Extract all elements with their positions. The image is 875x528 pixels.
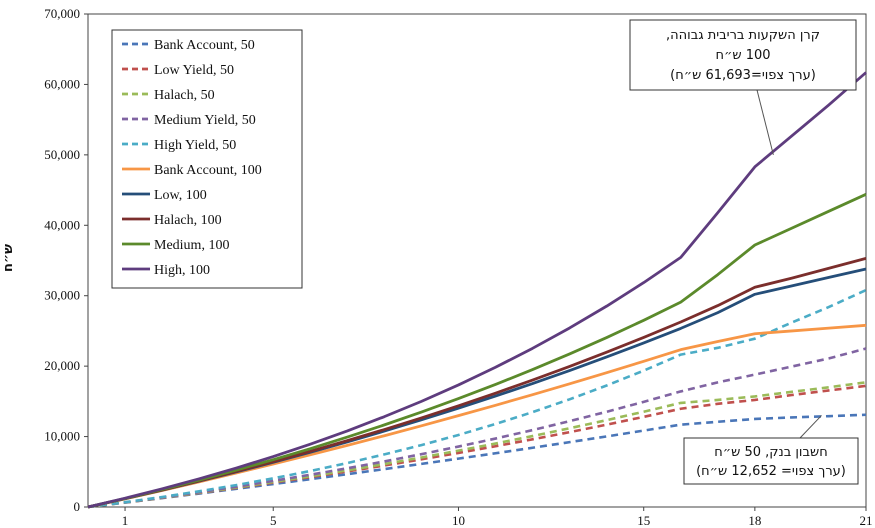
legend-label: Medium Yield, 50 — [154, 113, 256, 128]
legend-label: Halach, 100 — [154, 213, 222, 228]
legend-label: Low Yield, 50 — [154, 63, 234, 78]
legend-label: Halach, 50 — [154, 88, 215, 103]
y-axis-title: ש״ח — [1, 244, 16, 272]
series-line-medium-yield-50 — [87, 347, 867, 509]
legend-label: Medium, 100 — [154, 238, 229, 253]
x-tick-label: 18 — [748, 513, 761, 528]
annotation-text: (ערך צפוי=61,693 ש״ח) — [670, 68, 816, 83]
x-tick-label: 5 — [270, 513, 277, 528]
y-tick-label: 30,000 — [44, 288, 80, 303]
series-line-bank-account-50 — [87, 413, 867, 509]
annotation-text: 100 ש״ח — [715, 48, 770, 63]
x-tick-label: 21 — [860, 513, 873, 528]
annotation-box — [683, 437, 859, 485]
y-tick-label: 0 — [74, 499, 81, 514]
series-line-medium-100 — [87, 193, 867, 509]
x-tick-label: 1 — [122, 513, 129, 528]
legend-label: High Yield, 50 — [154, 138, 236, 153]
series-group — [87, 71, 867, 509]
annotation-box — [629, 19, 857, 91]
legend-label: High, 100 — [154, 263, 210, 278]
legend-label: Bank Account, 100 — [154, 163, 262, 178]
annotation-leader-line — [756, 89, 774, 155]
x-axis: 1 5 10 15 18 21 — [122, 507, 873, 528]
y-tick-label: 20,000 — [44, 358, 80, 373]
series-line-high-yield-50 — [87, 288, 867, 509]
y-tick-label: 10,000 — [44, 429, 80, 444]
x-tick-label: 10 — [452, 513, 465, 528]
y-axis: 0 10,000 20,000 30,000 40,000 50,000 60,000 70,… — [44, 6, 88, 514]
annotation-text: (ערך צפוי= 12,652 ש״ח) — [696, 464, 846, 479]
series-line-high-100 — [87, 71, 867, 509]
annotations: קרן השקעות בריבית גבוהה, 100 ש״ח (ערך צפוי… — [629, 19, 859, 485]
y-tick-label: 60,000 — [44, 76, 80, 91]
y-tick-label: 70,000 — [44, 6, 80, 21]
legend: Bank Account, 50 Low Yield, 50 Halach, 50 M… — [111, 29, 303, 289]
legend-label: Bank Account, 50 — [154, 38, 255, 53]
y-tick-label: 50,000 — [44, 147, 80, 162]
annotation-text: קרן השקעות בריבית גבוהה, — [666, 28, 820, 43]
legend-label: Low, 100 — [154, 188, 207, 203]
annotation-leader-line — [799, 415, 822, 439]
x-tick-label: 15 — [637, 513, 650, 528]
y-tick-label: 40,000 — [44, 217, 80, 232]
annotation-text: חשבון בנק, 50 ש״ח — [714, 445, 827, 460]
